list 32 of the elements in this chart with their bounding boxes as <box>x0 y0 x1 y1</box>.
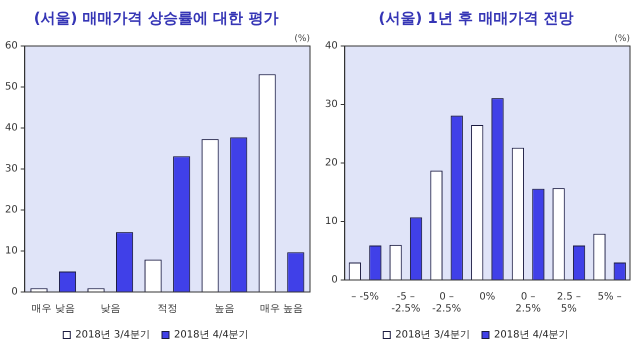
x-tick-label: 매우 높음 <box>260 304 304 315</box>
x-tick-label: 높음 <box>214 304 234 315</box>
text: (%) <box>614 34 630 44</box>
y-tick-label: 30 <box>4 164 18 175</box>
legend-label: 2018년 3/4분기 <box>395 330 470 341</box>
x-tick-label: 낮음 <box>100 304 120 315</box>
legend-label: 2018년 4/4분기 <box>174 330 249 341</box>
legend-label: 2018년 4/4분기 <box>494 330 569 341</box>
x-tick-label: – -5% <box>351 292 379 303</box>
x-tick-label: 5% – <box>598 292 622 303</box>
legend-label: 2018년 3/4분기 <box>75 330 150 341</box>
x-tick-label: 2.5 – 5% <box>556 292 581 315</box>
chart-title: (서울) 1년 후 매매가격 전망 <box>378 8 574 27</box>
y-tick-label: 0 <box>11 286 18 298</box>
y-tick-label: 20 <box>4 204 18 216</box>
y-tick-label: 50 <box>4 82 18 93</box>
x-tick-label: 0% <box>479 292 496 303</box>
y-tick-label: 40 <box>324 40 338 52</box>
y-tick-label: 30 <box>324 99 338 110</box>
x-tick-label: -5 – -2.5% <box>391 292 420 315</box>
y-tick-label: 0 <box>331 274 338 286</box>
x-tick-label: 적정 <box>157 304 178 315</box>
y-tick-label: 60 <box>4 40 18 52</box>
y-tick-label: 20 <box>324 158 338 169</box>
x-tick-label: 매우 낮음 <box>32 304 75 315</box>
y-tick-label: 10 <box>4 246 18 257</box>
text: (%) <box>294 34 310 44</box>
x-tick-label: 0 – 2.5% <box>515 292 541 315</box>
chart-title: (서울) 매매가격 상승률에 대한 평가 <box>34 8 278 27</box>
y-tick-label: 40 <box>4 122 18 134</box>
x-tick-label: 0 – -2.5% <box>432 292 462 315</box>
y-tick-label: 10 <box>324 216 338 228</box>
